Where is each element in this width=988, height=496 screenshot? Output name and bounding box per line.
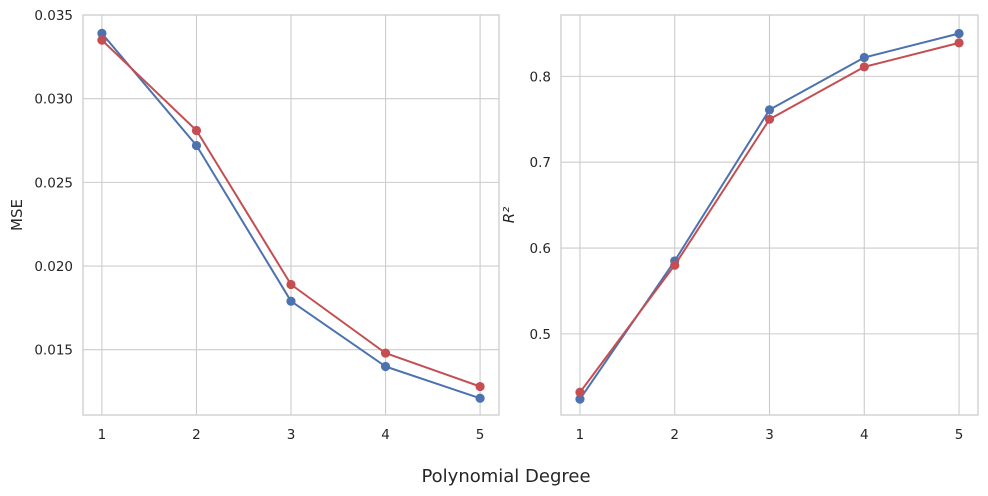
r2-x-tick-label: 5 [955,427,964,443]
r2-y-tick-label: 0.7 [530,155,551,171]
r2-x-tick-label: 3 [765,427,774,443]
mse-series-2-point [475,381,485,392]
mse-series-1-point [475,393,485,403]
r2-x-tick-label: 2 [670,427,679,443]
mse-y-tick-label: 0.020 [34,259,73,275]
mse-x-tick-label: 5 [476,427,485,443]
r2-series-2-point [764,114,775,124]
mse-series-1-point [286,296,296,306]
r2-y-tick-label: 0.8 [530,69,551,85]
mse-y-tick-label: 0.025 [34,175,73,191]
mse-series-1-point [380,361,391,372]
r2-series-group [575,28,964,404]
mse-x-tick-label: 4 [381,427,390,443]
mse-series-2-point [286,279,296,290]
r2-x-tick-labels: 1 2 3 4 5 [576,427,964,443]
r2-series-2-point [954,38,964,48]
mse-x-tick-label: 2 [192,427,201,443]
mse-series-1-point [97,28,107,39]
r2-series-2-point [575,387,585,397]
mse-series-1-point [191,140,202,151]
mse-y-axis-label: MSE [8,199,26,231]
mse-plot-frame [82,14,500,416]
r2-y-tick-label: 0.6 [530,241,551,257]
r2-y-tick-labels: 0.5 0.6 0.7 0.8 [530,69,551,343]
r2-series-1-point [859,52,869,63]
mse-x-tick-label: 1 [98,427,107,443]
r2-series-1-point [764,105,775,115]
r2-y-axis-label: R² [500,207,518,223]
r2-series-2-point [859,62,869,72]
mse-y-tick-label: 0.015 [34,343,73,359]
shared-x-axis-label: Polynomial Degree [421,466,590,487]
r2-gridlines [561,15,978,415]
r2-x-tick-label: 1 [576,427,585,443]
r2-y-tick-label: 0.5 [530,327,551,343]
r2-series-1-point [954,28,964,39]
mse-series-2-point [97,35,107,45]
r2-chart-panel: 1 2 3 4 5 0.5 0.6 0.7 0.8 R² [500,14,979,443]
mse-x-tick-label: 3 [287,427,296,443]
mse-series-group [97,28,485,403]
mse-series-2-point [191,125,202,136]
r2-x-tick-label: 4 [860,427,869,443]
mse-chart-panel: 1 2 3 4 5 0.015 0.020 0.025 0.030 0.035 MSE [8,8,500,443]
mse-y-tick-label: 0.030 [34,92,73,108]
r2-series-2-point [670,260,680,270]
r2-series-1-point [575,394,585,404]
mse-y-tick-labels: 0.015 0.020 0.025 0.030 0.035 [34,8,73,359]
mse-series-2-point [380,348,391,358]
mse-y-tick-label: 0.035 [34,8,73,24]
mse-x-tick-labels: 1 2 3 4 5 [98,427,485,443]
r2-plot-frame [560,14,979,416]
